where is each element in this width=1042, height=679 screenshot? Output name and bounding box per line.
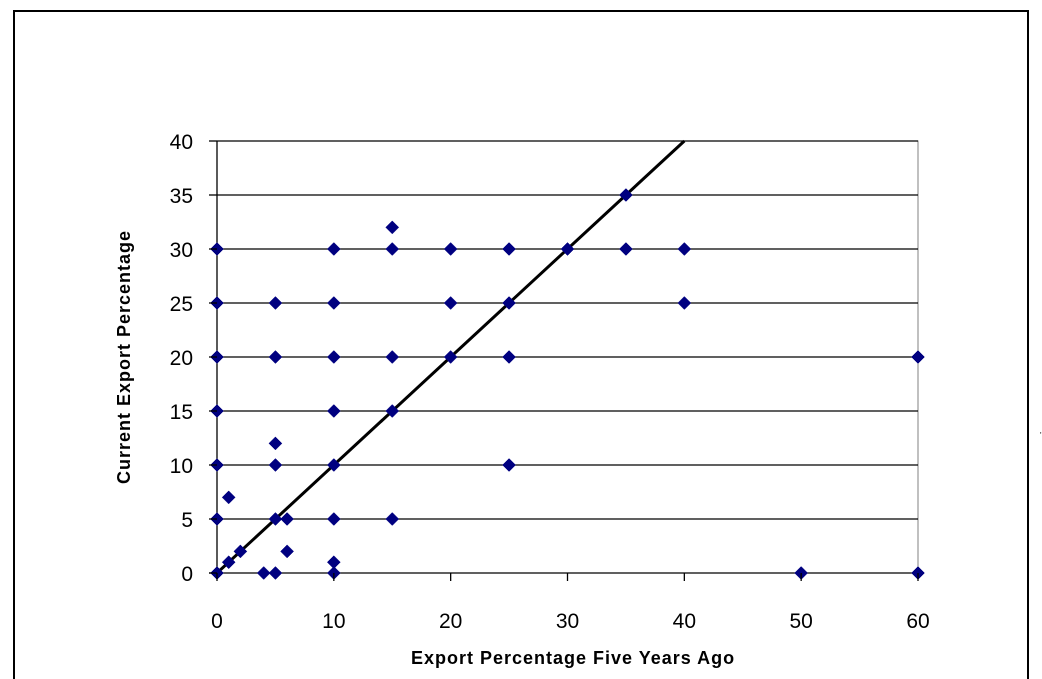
data-point xyxy=(280,544,294,559)
data-point xyxy=(502,296,516,310)
data-point xyxy=(326,296,341,310)
y-tick-label: 15 xyxy=(170,401,193,424)
data-point xyxy=(385,242,400,256)
data-point xyxy=(268,350,283,364)
data-point xyxy=(326,242,341,256)
data-point xyxy=(326,512,341,526)
data-point xyxy=(619,188,633,202)
y-tick-label: 25 xyxy=(170,293,193,316)
y-tick-label: 10 xyxy=(170,455,193,478)
x-tick-label: 40 xyxy=(673,610,696,633)
data-point xyxy=(911,350,925,364)
y-tick-label: 5 xyxy=(181,509,193,532)
data-point xyxy=(502,350,516,364)
data-point xyxy=(502,458,516,472)
y-tick-label: 35 xyxy=(170,185,193,208)
data-point xyxy=(280,512,294,526)
data-point xyxy=(560,242,575,256)
data-point xyxy=(326,555,341,570)
x-tick-label: 60 xyxy=(906,610,929,633)
data-point xyxy=(326,350,341,364)
data-point xyxy=(677,296,692,310)
data-point xyxy=(443,242,458,256)
x-tick-label: 20 xyxy=(439,610,462,633)
y-tick-labels: 0 5 10 15 20 25 30 35 40 xyxy=(170,131,217,586)
y-tick-label: 0 xyxy=(181,563,193,586)
y-tick-label: 40 xyxy=(170,131,193,154)
data-point xyxy=(677,242,692,256)
x-axis-title: Export Percentage Five Years Ago xyxy=(411,648,735,668)
data-point xyxy=(385,404,400,418)
chart-frame xyxy=(13,10,1029,679)
y-tick-label: 30 xyxy=(170,239,193,262)
data-point xyxy=(326,404,341,418)
data-point xyxy=(268,512,283,526)
data-point xyxy=(443,350,458,364)
y-axis-title: Current Export Percentage xyxy=(114,230,134,484)
y-tick-label: 20 xyxy=(170,347,193,370)
data-point xyxy=(221,555,236,570)
x-tick-labels: 0 10 20 30 40 50 60 xyxy=(211,573,930,633)
data-points xyxy=(210,188,925,580)
data-point xyxy=(502,242,516,256)
data-point xyxy=(221,490,236,505)
data-point xyxy=(619,242,633,256)
data-point xyxy=(385,512,400,526)
x-tick-label: 30 xyxy=(556,610,579,633)
data-point xyxy=(233,544,248,559)
x-tick-label: 50 xyxy=(789,610,812,633)
x-tick-label: 0 xyxy=(211,610,223,633)
data-point xyxy=(326,458,341,472)
gridlines xyxy=(209,140,918,574)
data-point xyxy=(268,458,283,472)
data-point xyxy=(443,296,458,310)
data-point xyxy=(256,566,271,580)
data-point xyxy=(385,220,400,235)
x-tick-label: 10 xyxy=(322,610,345,633)
data-point xyxy=(385,350,400,364)
data-point xyxy=(268,436,283,451)
data-point xyxy=(268,296,283,310)
data-point xyxy=(268,566,283,580)
stray-mark: ' xyxy=(1040,431,1042,440)
